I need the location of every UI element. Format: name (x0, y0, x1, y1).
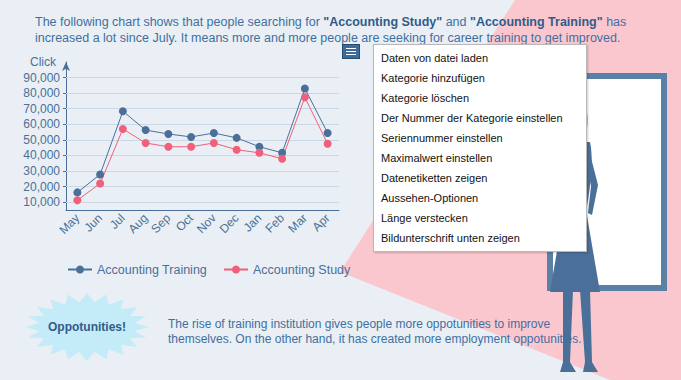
svg-text:Dec: Dec (217, 211, 242, 236)
svg-text:40,000: 40,000 (23, 148, 60, 162)
html-text:Länge verstecken: Länge verstecken (381, 212, 468, 224)
svg-text:May: May (56, 211, 82, 237)
svg-text:Click: Click (30, 55, 57, 69)
svg-text:Aug: Aug (126, 211, 151, 236)
svg-text:80,000: 80,000 (23, 86, 60, 100)
html-text:Der Nummer der Kategorie einst: Der Nummer der Kategorie einstellen (381, 112, 563, 124)
html-text:Kategorie löschen: Kategorie löschen (381, 92, 470, 104)
svg-text:Jan: Jan (241, 211, 265, 235)
svg-text:90,000: 90,000 (23, 71, 60, 85)
svg-text:Accounting Training: Accounting Training (97, 263, 207, 277)
svg-text:30,000: 30,000 (23, 164, 60, 178)
html-text:Kategorie hinzufügen: Kategorie hinzufügen (381, 72, 485, 84)
html-text:Bildunterschrift unten zeigen: Bildunterschrift unten zeigen (381, 232, 520, 244)
svg-text:Jun: Jun (82, 211, 106, 235)
svg-text:Accounting Study: Accounting Study (253, 263, 351, 277)
svg-text:50,000: 50,000 (23, 133, 60, 147)
svg-text:Nov: Nov (194, 211, 219, 236)
svg-text:20,000: 20,000 (23, 180, 60, 194)
html-text:The rise of training instituti: The rise of training institution gives p… (168, 317, 582, 346)
html-text:Daten von datei laden: Daten von datei laden (381, 52, 488, 64)
svg-text:Mar: Mar (285, 211, 309, 236)
svg-text:70,000: 70,000 (23, 102, 60, 116)
svg-text:Oct: Oct (173, 211, 197, 235)
svg-text:Apr: Apr (309, 211, 332, 234)
html-text:The following chart shows that: The following chart shows that people se… (35, 15, 627, 45)
html-text:Oppotunities!: Oppotunities! (48, 320, 126, 334)
html-text:Datenetiketten zeigen: Datenetiketten zeigen (381, 172, 488, 184)
svg-text:Jul: Jul (107, 211, 128, 232)
html-text:Maximalwert einstellen: Maximalwert einstellen (381, 152, 493, 164)
html-text:Seriennummer einstellen: Seriennummer einstellen (381, 132, 503, 144)
svg-text:10,000: 10,000 (23, 195, 60, 209)
svg-text:60,000: 60,000 (23, 117, 60, 131)
html-text:Aussehen-Optionen: Aussehen-Optionen (381, 192, 479, 204)
svg-text:Sep: Sep (148, 211, 173, 236)
svg-text:Feb: Feb (263, 211, 288, 236)
